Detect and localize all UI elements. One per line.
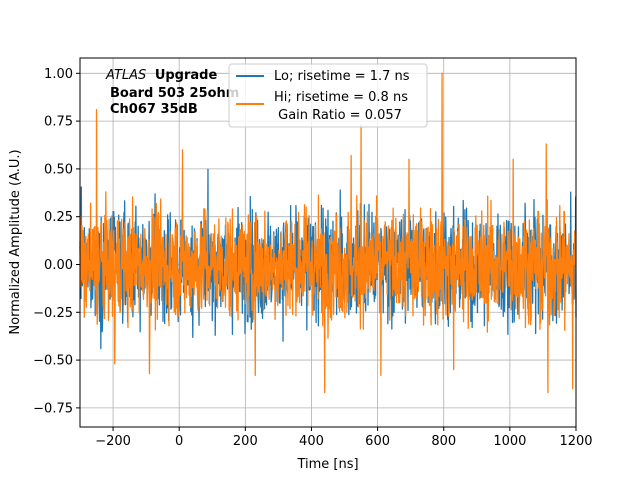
y-tick-label: −0.50 <box>33 354 73 369</box>
x-tick-label: 400 <box>299 434 324 449</box>
y-tick-label: −0.75 <box>33 401 73 416</box>
legend-label-hi-line2: Gain Ratio = 0.057 <box>274 108 402 123</box>
y-tick-label: 0.75 <box>44 115 73 130</box>
legend: Lo; risetime = 1.7 ns Hi; risetime = 0.8… <box>228 63 428 128</box>
legend-label-hi: Hi; risetime = 0.8 ns <box>274 90 408 105</box>
y-tick-label: 0.25 <box>44 210 73 225</box>
x-axis: −200 0 200 400 600 800 1000 1200 <box>95 427 593 449</box>
y-axis: −0.75 −0.50 −0.25 0.00 0.25 0.50 0.75 1.00 <box>33 67 80 416</box>
annotation-line2: Board 503 25ohm <box>110 86 239 101</box>
y-tick-label: 1.00 <box>44 67 73 82</box>
y-tick-label: −0.25 <box>33 306 73 321</box>
hi-series <box>79 72 577 394</box>
annotation-line3: Ch067 35dB <box>110 102 198 117</box>
x-tick-label: −200 <box>95 434 131 449</box>
x-tick-label: 1200 <box>559 434 592 449</box>
x-axis-title: Time [ns] <box>296 457 358 472</box>
x-tick-label: 1000 <box>493 434 526 449</box>
x-tick-label: 0 <box>175 434 183 449</box>
legend-label-lo: Lo; risetime = 1.7 ns <box>274 69 410 84</box>
y-tick-label: 0.50 <box>44 162 73 177</box>
x-tick-label: 800 <box>431 434 456 449</box>
y-tick-label: 0.00 <box>44 258 73 273</box>
x-tick-label: 200 <box>233 434 258 449</box>
annotation: ATLAS Upgrade Board 503 25ohm Ch067 35dB <box>105 68 239 117</box>
legend-box <box>228 63 428 128</box>
x-tick-label: 600 <box>365 434 390 449</box>
y-axis-title: Normalized Amplitude (A.U.) <box>8 149 23 334</box>
annotation-experiment: ATLAS <box>105 68 146 83</box>
hi-series-line <box>79 72 577 394</box>
svg-text:ATLAS Upgrade: ATLAS Upgrade <box>105 68 217 83</box>
plot-frame <box>79 57 577 428</box>
annotation-tag: Upgrade <box>155 68 218 83</box>
